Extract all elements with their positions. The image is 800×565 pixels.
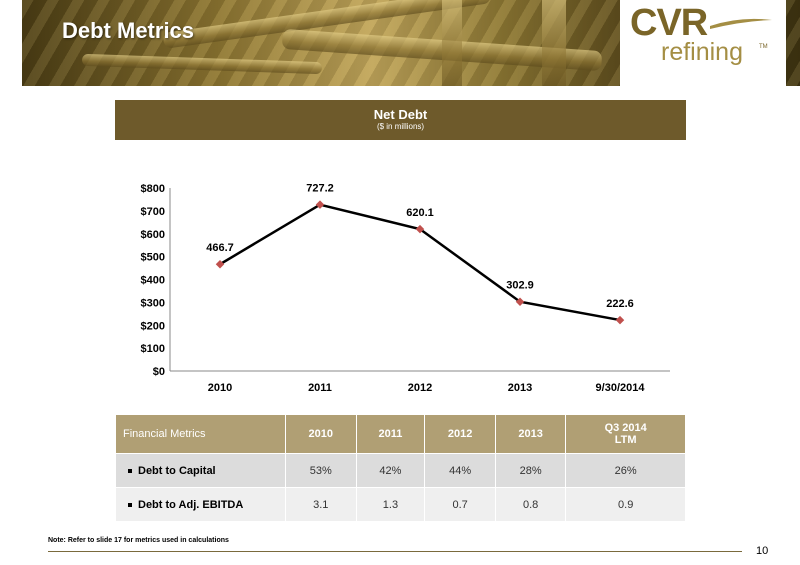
- table-header-row: Financial Metrics 2010 2011 2012 2013 Q3…: [115, 414, 686, 454]
- y-tick-label: $200: [141, 320, 165, 332]
- bullet-icon: [128, 468, 132, 473]
- y-tick-label: $300: [141, 297, 165, 309]
- table-cell: 0.8: [494, 487, 567, 522]
- table-header-cell: Financial Metrics: [115, 414, 286, 454]
- y-tick-label: $800: [141, 183, 165, 195]
- chart-subtitle: ($ in millions): [376, 122, 425, 131]
- table-cell: 26%: [565, 453, 686, 488]
- data-label: 222.6: [606, 298, 634, 310]
- y-tick-label: $700: [141, 206, 165, 218]
- data-label: 727.2: [306, 183, 334, 195]
- net-debt-line-chart: $800 $700 $600 $500 $400 $300 $200 $100 $0 2010 20…: [141, 183, 670, 394]
- data-label: 620.1: [406, 207, 434, 219]
- financial-metrics-table: Financial Metrics 2010 2011 2012 2013 Q3…: [115, 414, 686, 522]
- table-header-q3-line2: LTM: [614, 434, 637, 446]
- table-cell: 42%: [355, 453, 426, 488]
- table-header-q3-line1: Q3 2014: [604, 422, 647, 434]
- table-cell: 28%: [494, 453, 567, 488]
- data-point-marker: [615, 315, 625, 325]
- table-header-cell-q3: Q3 2014 LTM: [565, 414, 686, 454]
- table-row-label: Debt to Adj. EBITDA: [115, 487, 286, 522]
- decorative-pipe: [442, 0, 462, 86]
- table-header-cell: 2010: [285, 414, 357, 454]
- x-tick-label: 2011: [308, 382, 332, 394]
- y-tick-label: $0: [153, 366, 165, 378]
- table-row: Debt to Capital 53% 42% 44% 28% 26%: [115, 453, 686, 488]
- table-cell: 1.3: [355, 487, 426, 522]
- table-row: Debt to Adj. EBITDA 3.1 1.3 0.7 0.8 0.9: [115, 487, 686, 522]
- bullet-icon: [128, 502, 132, 507]
- page-number: 10: [756, 545, 769, 557]
- chart-title: Net Debt: [373, 107, 428, 122]
- page-title: Debt Metrics: [62, 18, 195, 43]
- logo-secondary-text: refining: [661, 38, 743, 66]
- footnote: Note: Refer to slide 17 for metrics used…: [48, 537, 229, 544]
- table-header-cell: 2013: [494, 414, 567, 454]
- table-cell: 0.7: [424, 487, 496, 522]
- logo-primary-text: CVR: [630, 2, 708, 44]
- table-cell: 0.9: [565, 487, 686, 522]
- table-row-label-text: Debt to Capital: [138, 464, 216, 477]
- y-tick-label: $500: [141, 252, 165, 264]
- table-cell: 53%: [285, 453, 357, 488]
- table-row-label-text: Debt to Adj. EBITDA: [138, 498, 244, 511]
- table-cell: 3.1: [285, 487, 357, 522]
- table-header-cell: 2011: [355, 414, 426, 454]
- table-cell: 44%: [424, 453, 496, 488]
- table-row-label: Debt to Capital: [115, 453, 286, 488]
- chart-header: Net Debt ($ in millions): [115, 100, 686, 140]
- y-tick-label: $600: [141, 229, 165, 241]
- x-tick-label: 9/30/2014: [596, 382, 646, 394]
- data-label: 466.7: [206, 242, 234, 254]
- data-label: 302.9: [506, 280, 534, 292]
- x-tick-label: 2013: [508, 382, 532, 394]
- footer-divider: [48, 551, 742, 552]
- decorative-pipe: [542, 0, 566, 86]
- x-tick-label: 2012: [408, 382, 432, 394]
- logo: [620, 0, 786, 86]
- decorative-pipe: [81, 53, 323, 75]
- data-point-marker: [415, 224, 425, 234]
- series-line: [219, 203, 621, 322]
- y-tick-label: $100: [141, 343, 165, 355]
- y-tick-label: $400: [141, 275, 165, 287]
- logo-swoosh-icon: [710, 18, 772, 29]
- logo-trademark: TM: [759, 44, 768, 50]
- x-tick-label: 2010: [208, 382, 232, 394]
- data-point-marker: [315, 200, 325, 209]
- table-header-cell: 2012: [424, 414, 496, 454]
